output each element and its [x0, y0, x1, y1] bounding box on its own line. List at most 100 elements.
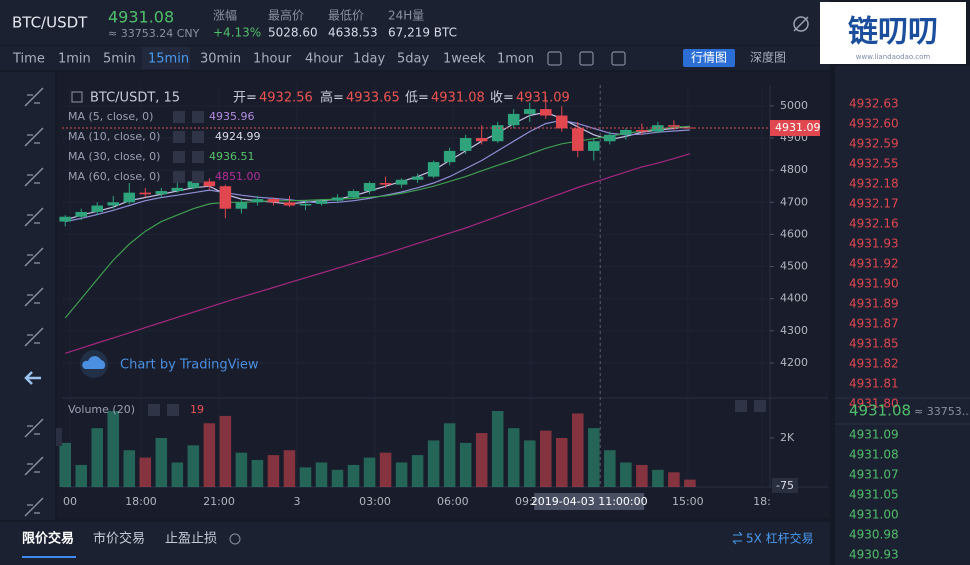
interval-button[interactable]: 1min: [58, 52, 91, 67]
bid-price[interactable]: 4930.93: [849, 548, 899, 562]
ask-price[interactable]: 4931.81: [849, 377, 899, 391]
ma-legend-value: 4936.51: [209, 150, 255, 163]
candle-body: [299, 203, 312, 206]
back-icon[interactable]: [24, 371, 41, 385]
view-button[interactable]: 深度图: [750, 50, 786, 65]
sidebar: [0, 72, 55, 520]
ask-price[interactable]: 4931.93: [849, 237, 899, 251]
view-button[interactable]: 行情图: [691, 51, 727, 65]
ask-price[interactable]: 4932.17: [849, 197, 899, 211]
legend-icon: [173, 111, 185, 123]
interval-button[interactable]: 4hour: [305, 52, 344, 67]
tool-icon[interactable]: [579, 51, 594, 66]
margin-icon[interactable]: [732, 531, 743, 545]
tool-icon[interactable]: [611, 51, 626, 66]
volume-bar: [523, 440, 536, 487]
bid-price[interactable]: 4931.07: [849, 468, 899, 482]
drawing-tool-icon[interactable]: [24, 167, 44, 187]
ohlc-label: 高=: [320, 90, 344, 106]
ma-line: [65, 153, 691, 354]
legend-icon: [173, 151, 185, 163]
volume-bar: [652, 469, 664, 487]
interval-button[interactable]: 30min: [200, 52, 241, 67]
ask-price[interactable]: 4932.55: [849, 157, 899, 171]
ask-price[interactable]: 4931.87: [849, 317, 899, 331]
interval-button[interactable]: 1hour: [253, 52, 292, 67]
trade-tab[interactable]: 市价交易: [93, 531, 145, 547]
trade-tab[interactable]: 止盈止损: [165, 532, 217, 547]
x-tick-label: 21:00: [203, 495, 235, 508]
trade-tab[interactable]: 限价交易: [22, 531, 74, 547]
pane-button: [754, 400, 766, 412]
ask-price[interactable]: 4931.85: [849, 337, 899, 351]
margin-trade[interactable]: 5X 杠杆交易: [746, 531, 814, 546]
drawing-tool-icon[interactable]: [24, 207, 44, 227]
interval-button[interactable]: 1day: [353, 52, 385, 67]
ask-price[interactable]: 4932.16: [849, 217, 899, 231]
interval-button[interactable]: Time: [12, 52, 45, 67]
interval-button[interactable]: 15min: [148, 52, 189, 67]
bid-price[interactable]: 4931.05: [849, 488, 899, 502]
ask-price[interactable]: 4931.92: [849, 257, 899, 271]
volume-bar: [347, 464, 360, 487]
drawing-tool-icon[interactable]: [24, 247, 44, 267]
drawing-tool-icon[interactable]: [24, 497, 44, 517]
drawing-tool-icon[interactable]: [24, 87, 44, 107]
ask-price[interactable]: 4931.82: [849, 357, 899, 371]
interval-button[interactable]: 5min: [103, 52, 136, 67]
drawing-tool-icon[interactable]: [24, 287, 44, 307]
info-icon[interactable]: [229, 533, 241, 545]
tool-icon[interactable]: [547, 51, 562, 66]
volume-bar: [395, 462, 408, 487]
legend-icon: [167, 404, 179, 416]
ask-price[interactable]: 4931.89: [849, 297, 899, 311]
view-button-bg[interactable]: [683, 49, 735, 67]
candle-body: [251, 199, 264, 203]
volume-bar: [684, 479, 696, 487]
watermark-cloud: [82, 356, 106, 369]
ask-price[interactable]: 4932.60: [849, 117, 899, 131]
bid-price[interactable]: 4930.98: [849, 528, 899, 542]
ma-legend: MA (10, close, 0): [68, 130, 160, 143]
volume-bar: [555, 437, 568, 487]
ma-line: [65, 111, 690, 221]
interval-button[interactable]: 1mon: [497, 52, 534, 67]
stat-value: 4638.53: [328, 26, 378, 40]
stat-value: 67,219 BTC: [388, 26, 457, 40]
y-tick-label: 4200: [780, 356, 808, 369]
volume-bar: [331, 469, 344, 487]
legend-icon: [192, 111, 204, 123]
ma-line: [64, 125, 690, 319]
volume-bar: [251, 460, 264, 487]
ask-price[interactable]: 4932.18: [849, 177, 899, 191]
bid-price[interactable]: 4931.08: [849, 448, 899, 462]
volume-bar: [620, 462, 632, 487]
volume-marker-bg: [772, 478, 798, 493]
bid-price[interactable]: 4931.00: [849, 508, 899, 522]
legend-icon: [192, 171, 204, 183]
volume-bar: [507, 428, 520, 487]
ask-price[interactable]: 4931.80: [849, 397, 899, 411]
candle-body: [395, 179, 408, 185]
drawing-tool-icon[interactable]: [24, 327, 44, 347]
interval-button[interactable]: 5day: [397, 52, 429, 67]
x-tick-label: 15:00: [672, 495, 704, 508]
legend-icon: [148, 404, 160, 416]
y-tick-label: 4700: [780, 195, 808, 208]
ask-price[interactable]: 4932.59: [849, 137, 899, 151]
drawing-tool-icon[interactable]: [24, 456, 44, 476]
candle-body: [187, 181, 200, 188]
logo-box: [820, 2, 966, 64]
ask-price[interactable]: 4932.63: [849, 97, 899, 111]
bid-price[interactable]: 4931.09: [849, 428, 899, 442]
drawing-tool-icon[interactable]: [24, 418, 44, 438]
drawing-tool-icon[interactable]: [24, 127, 44, 147]
y-tick-label: 4600: [780, 227, 808, 240]
interval-button[interactable]: 1week: [443, 52, 486, 67]
volume-tick-label: 2K: [780, 431, 795, 444]
settings-icon[interactable]: [793, 16, 809, 32]
sidebar-toggle[interactable]: [56, 428, 62, 446]
candle-body: [491, 125, 504, 142]
ask-price[interactable]: 4931.90: [849, 277, 899, 291]
